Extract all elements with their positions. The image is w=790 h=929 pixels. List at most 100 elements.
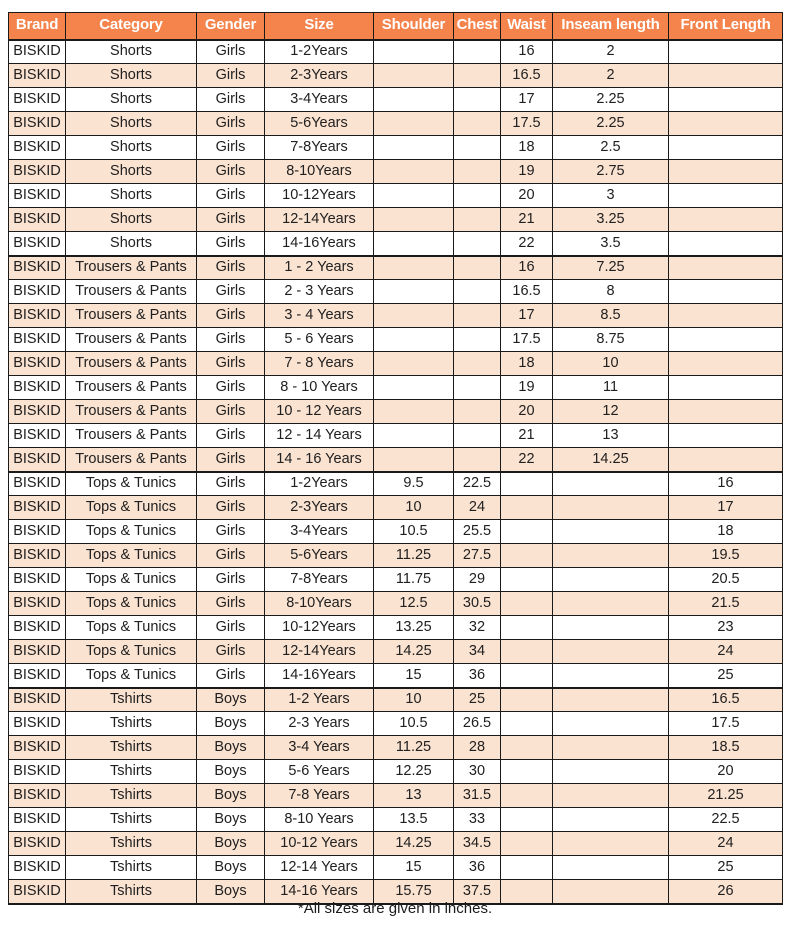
cell-size: 12-14Years: [264, 207, 374, 232]
cell-chest: [453, 254, 501, 280]
cell-inseam: 2.25: [552, 111, 669, 136]
cell-waist: [500, 807, 553, 832]
cell-waist: [500, 735, 553, 760]
table-row: BISKID Shorts Girls 7-8Years 18 2.5: [8, 135, 783, 160]
cell-brand: BISKID: [8, 423, 66, 448]
cell-shoulder: [373, 231, 454, 256]
cell-size: 14-16Years: [264, 663, 374, 688]
cell-inseam: [552, 855, 669, 880]
cell-front: [668, 63, 783, 88]
cell-gender: Girls: [196, 591, 265, 616]
cell-brand: BISKID: [8, 303, 66, 328]
cell-waist: 21: [500, 207, 553, 232]
cell-front: 17.5: [668, 711, 783, 736]
cell-size: 2-3Years: [264, 63, 374, 88]
cell-brand: BISKID: [8, 759, 66, 784]
cell-size: 2-3 Years: [264, 711, 374, 736]
cell-front: [668, 375, 783, 400]
cell-size: 7 - 8 Years: [264, 351, 374, 376]
cell-size: 7-8Years: [264, 567, 374, 592]
cell-brand: BISKID: [8, 663, 66, 688]
cell-shoulder: [373, 447, 454, 472]
table-row: BISKID Tops & Tunics Girls 8-10Years 12.5 30.…: [8, 591, 783, 616]
cell-gender: Girls: [196, 303, 265, 328]
column-header-front[interactable]: Front Length: [668, 12, 783, 40]
cell-chest: 31.5: [453, 783, 501, 808]
cell-gender: Boys: [196, 879, 265, 905]
cell-inseam: [552, 711, 669, 736]
cell-brand: BISKID: [8, 783, 66, 808]
column-header-gender[interactable]: Gender: [196, 12, 265, 40]
column-header-shoulder[interactable]: Shoulder: [373, 12, 454, 40]
cell-brand: BISKID: [8, 279, 66, 304]
cell-shoulder: [373, 63, 454, 88]
cell-front: 24: [668, 639, 783, 664]
cell-gender: Girls: [196, 567, 265, 592]
cell-front: 19.5: [668, 543, 783, 568]
cell-size: 10-12Years: [264, 615, 374, 640]
cell-category: Trousers & Pants: [65, 447, 197, 472]
cell-waist: 17.5: [500, 327, 553, 352]
cell-inseam: 8.75: [552, 327, 669, 352]
cell-waist: [500, 879, 553, 905]
column-header-inseam[interactable]: Inseam length: [552, 12, 669, 40]
table-row: BISKID Shorts Girls 8-10Years 19 2.75: [8, 159, 783, 184]
cell-size: 2 - 3 Years: [264, 279, 374, 304]
column-header-chest[interactable]: Chest: [453, 12, 501, 40]
column-header-category[interactable]: Category: [65, 12, 197, 40]
cell-waist: 16.5: [500, 63, 553, 88]
column-header-size[interactable]: Size: [264, 12, 374, 40]
cell-gender: Boys: [196, 807, 265, 832]
cell-front: [668, 447, 783, 472]
cell-shoulder: 13: [373, 783, 454, 808]
cell-category: Trousers & Pants: [65, 303, 197, 328]
cell-chest: [453, 231, 501, 256]
cell-front: 16.5: [668, 686, 783, 712]
cell-front: 18.5: [668, 735, 783, 760]
cell-gender: Girls: [196, 183, 265, 208]
cell-inseam: 11: [552, 375, 669, 400]
cell-chest: [453, 399, 501, 424]
cell-brand: BISKID: [8, 375, 66, 400]
cell-inseam: 3.5: [552, 231, 669, 256]
cell-category: Tops & Tunics: [65, 615, 197, 640]
cell-size: 3-4Years: [264, 519, 374, 544]
cell-front: 16: [668, 470, 783, 496]
cell-gender: Girls: [196, 423, 265, 448]
cell-gender: Girls: [196, 38, 265, 64]
table-row: BISKID Trousers & Pants Girls 8 - 10 Years 1…: [8, 375, 783, 400]
cell-waist: 21: [500, 423, 553, 448]
table-row: BISKID Tshirts Boys 5-6 Years 12.25 30 20: [8, 759, 783, 784]
cell-chest: 28: [453, 735, 501, 760]
cell-size: 1-2Years: [264, 470, 374, 496]
cell-front: 21.5: [668, 591, 783, 616]
cell-gender: Girls: [196, 519, 265, 544]
cell-waist: 16: [500, 254, 553, 280]
cell-shoulder: 10: [373, 495, 454, 520]
cell-waist: 17: [500, 303, 553, 328]
cell-brand: BISKID: [8, 735, 66, 760]
table-row: BISKID Shorts Girls 10-12Years 20 3: [8, 183, 783, 208]
cell-category: Tops & Tunics: [65, 470, 197, 496]
cell-gender: Boys: [196, 735, 265, 760]
cell-gender: Girls: [196, 279, 265, 304]
table-row: BISKID Shorts Girls 1-2Years 16 2: [8, 38, 783, 64]
cell-front: [668, 231, 783, 256]
cell-waist: [500, 470, 553, 496]
cell-front: 20: [668, 759, 783, 784]
table-row: BISKID Tshirts Boys 3-4 Years 11.25 28 18.5: [8, 735, 783, 760]
table-row: BISKID Tshirts Boys 12-14 Years 15 36 25: [8, 855, 783, 880]
cell-waist: 18: [500, 351, 553, 376]
table-row: BISKID Tops & Tunics Girls 2-3Years 10 24 17: [8, 495, 783, 520]
cell-category: Tshirts: [65, 735, 197, 760]
cell-inseam: 12: [552, 399, 669, 424]
table-row: BISKID Tshirts Boys 7-8 Years 13 31.5 21.25: [8, 783, 783, 808]
cell-brand: BISKID: [8, 399, 66, 424]
cell-size: 10 - 12 Years: [264, 399, 374, 424]
cell-size: 3-4Years: [264, 87, 374, 112]
cell-front: [668, 254, 783, 280]
column-header-brand[interactable]: Brand: [8, 12, 66, 40]
cell-gender: Girls: [196, 470, 265, 496]
cell-chest: [453, 87, 501, 112]
column-header-waist[interactable]: Waist: [500, 12, 553, 40]
